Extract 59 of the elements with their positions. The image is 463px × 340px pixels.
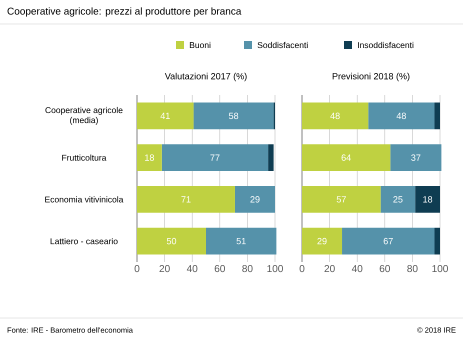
- data-label: 51: [236, 238, 246, 244]
- bar: [162, 144, 268, 171]
- data-label: 48: [396, 112, 406, 120]
- data-label: 29: [317, 238, 327, 244]
- data-label: 50: [166, 238, 176, 244]
- y-tick-label: Economia vitivinicola: [45, 196, 124, 202]
- data-label: 48: [330, 112, 340, 120]
- y-tick-label: Cooperative agricole (media): [45, 106, 123, 125]
- legend-label: Insoddisfacenti: [358, 42, 414, 48]
- bar: [268, 144, 274, 171]
- bar: [434, 102, 440, 130]
- bar: [137, 186, 235, 213]
- y-tick-label: Frutticoltura: [62, 154, 106, 161]
- x-tick-label: 0: [300, 265, 304, 272]
- x-tick-label: 40: [352, 265, 362, 272]
- bar: [137, 228, 206, 254]
- bar: [234, 186, 275, 213]
- data-label: 77: [210, 154, 220, 161]
- data-label: 29: [250, 196, 260, 203]
- bar: [302, 144, 390, 171]
- legend-label: Soddisfacenti: [258, 42, 308, 48]
- data-label: 71: [181, 196, 191, 202]
- x-tick-label: 0: [134, 265, 140, 272]
- x-tick-label: 40: [186, 265, 198, 272]
- data-label: 67: [384, 238, 393, 244]
- x-tick-label: 20: [324, 265, 335, 272]
- bar: [390, 144, 442, 171]
- x-tick-label: 20: [160, 265, 170, 272]
- chart-subtitle: Previsioni 2018 (%): [332, 72, 410, 82]
- x-tick-label: 80: [242, 265, 253, 272]
- x-tick-label: 60: [380, 265, 390, 272]
- data-label: 58: [228, 112, 238, 120]
- data-label: 37: [411, 154, 420, 161]
- bar: [194, 102, 274, 130]
- data-label: 64: [342, 154, 351, 161]
- x-tick-label: 80: [407, 265, 418, 272]
- bar: [434, 228, 440, 254]
- bar: [342, 228, 434, 254]
- data-label: 25: [393, 196, 403, 203]
- data-label: 18: [423, 196, 432, 203]
- data-label: 57: [336, 196, 346, 203]
- legend-label: Buoni: [190, 42, 210, 48]
- chart-subtitle: Valutazioni 2017 (%): [164, 72, 247, 82]
- bar: [302, 186, 381, 213]
- data-label: 41: [160, 112, 170, 119]
- y-tick-label: Lattiero - caseario: [50, 238, 118, 244]
- x-tick-label: 100: [267, 265, 283, 272]
- bar: [137, 102, 194, 130]
- data-label: 18: [145, 154, 154, 161]
- chart-title: Cooperative agricole: prezzi al produttore per branca: [8, 7, 242, 17]
- x-tick-label: 100: [432, 265, 448, 272]
- x-tick-label: 60: [214, 265, 225, 272]
- bar: [415, 186, 440, 213]
- bar: [368, 102, 434, 130]
- bar: [380, 186, 416, 213]
- bar: [137, 144, 162, 171]
- bar: [302, 228, 342, 254]
- bar: [206, 228, 276, 254]
- bar: [302, 102, 368, 130]
